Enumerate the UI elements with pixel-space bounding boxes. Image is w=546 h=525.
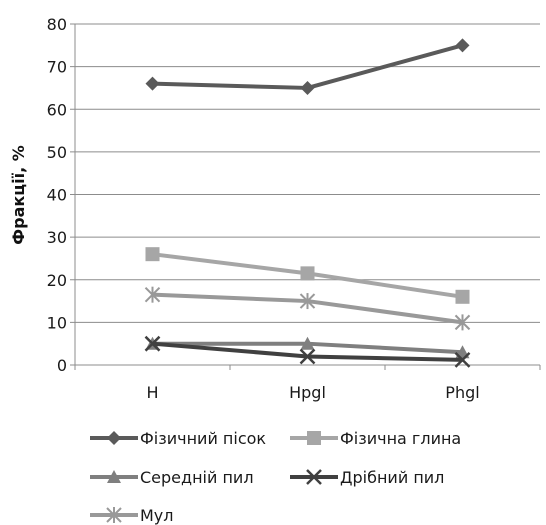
data-point-stroke bbox=[144, 335, 161, 352]
legend-label: Фізичний пісок bbox=[140, 429, 266, 448]
legend-marker bbox=[106, 507, 122, 523]
legend-label: Середній пил bbox=[140, 468, 254, 487]
data-point bbox=[300, 336, 315, 350]
y-tick-label: 50 bbox=[47, 143, 67, 162]
x-tick-label: Phgl bbox=[445, 383, 479, 402]
legend-marker-stroke bbox=[306, 469, 322, 485]
x-tick-label: Hpgl bbox=[289, 383, 326, 402]
y-tick-label: 20 bbox=[47, 271, 67, 290]
legend-label: Дрібний пил bbox=[340, 468, 444, 487]
series-layer bbox=[144, 38, 471, 368]
data-point bbox=[144, 286, 161, 303]
data-point-stroke bbox=[299, 348, 316, 365]
legend: Фізичний пісок Фізична глина Середній пил Д… bbox=[90, 429, 461, 525]
data-point bbox=[455, 289, 470, 304]
y-tick-label: 60 bbox=[47, 100, 67, 119]
legend-item: Мул bbox=[90, 506, 174, 525]
data-point-stroke bbox=[454, 352, 471, 368]
legend-marker bbox=[307, 431, 321, 445]
legend-item: Фізичний пісок bbox=[90, 429, 266, 448]
data-point bbox=[300, 80, 315, 95]
data-point bbox=[299, 348, 316, 365]
axis-layer: 0 10 20 30 40 50 60 70 80 H Hpgl Phgl bbox=[47, 15, 541, 402]
legend-label: Мул bbox=[140, 506, 174, 525]
legend-item: Дрібний пил bbox=[290, 468, 444, 487]
legend-marker bbox=[107, 431, 121, 445]
x-tick-label: H bbox=[146, 383, 158, 402]
legend-label: Фізична глина bbox=[340, 429, 461, 448]
y-tick-label: 0 bbox=[57, 356, 67, 375]
data-point bbox=[454, 352, 471, 368]
y-axis-label: Фракції, % bbox=[9, 145, 28, 244]
data-point bbox=[455, 38, 470, 53]
legend-item: Фізична глина bbox=[290, 429, 461, 448]
grid-layer bbox=[75, 23, 540, 366]
y-tick-label: 30 bbox=[47, 228, 67, 247]
legend-marker bbox=[306, 469, 322, 485]
data-point bbox=[300, 266, 315, 281]
legend-marker bbox=[107, 470, 121, 483]
y-tick-label: 70 bbox=[47, 58, 67, 77]
data-point bbox=[454, 314, 471, 331]
data-point bbox=[145, 76, 160, 91]
y-tick-label: 40 bbox=[47, 186, 67, 205]
data-point bbox=[299, 293, 316, 310]
y-tick-label: 10 bbox=[47, 313, 67, 332]
legend-item: Середній пил bbox=[90, 468, 254, 487]
data-point bbox=[144, 335, 161, 352]
data-point bbox=[145, 247, 160, 262]
y-tick-label: 80 bbox=[47, 15, 67, 34]
